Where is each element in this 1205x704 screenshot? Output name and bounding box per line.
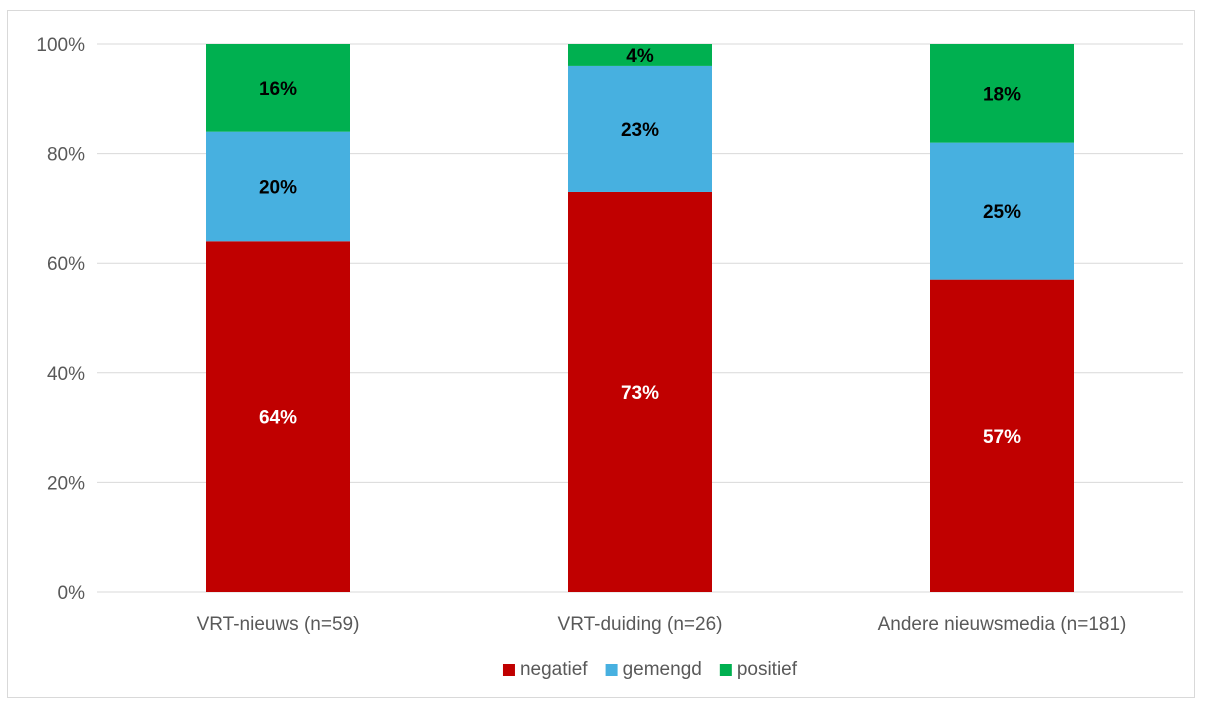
y-tick-label: 20%	[47, 473, 85, 494]
bars	[206, 44, 1074, 592]
legend-label: positief	[737, 659, 798, 680]
legend-swatch	[719, 664, 732, 676]
bar-segment-positief	[206, 44, 350, 132]
legend-item-gemengd: gemengd	[605, 659, 702, 680]
y-tick-label: 100%	[36, 35, 85, 56]
data-label-negatief: 57%	[983, 427, 1021, 448]
bar-segment-gemengd	[206, 131, 350, 242]
bar-segment-negatief	[568, 191, 712, 592]
bar-segment-gemengd	[568, 65, 712, 192]
bar-segment-negatief	[206, 241, 350, 592]
y-tick-label: 0%	[58, 583, 86, 604]
legend-label: negatief	[520, 659, 588, 680]
bar-segment-positief	[930, 44, 1074, 143]
y-tick-label: 80%	[47, 145, 85, 166]
legend: negatief gemengd positief	[502, 659, 798, 680]
data-labels: 64% 20% 16% 73% 23% 4% 57% 25% 18%	[259, 46, 1021, 448]
bar-segment-positief	[568, 44, 712, 66]
bar-segment-gemengd	[930, 142, 1074, 280]
legend-item-positief: positief	[719, 659, 798, 680]
x-axis-categories: VRT-nieuws (n=59) VRT-duiding (n=26) Ander…	[197, 614, 1127, 635]
data-label-gemengd: 23%	[621, 120, 659, 141]
data-label-gemengd: 25%	[983, 202, 1021, 223]
data-label-positief: 4%	[626, 46, 654, 67]
legend-swatch	[502, 664, 515, 676]
legend-item-negatief: negatief	[502, 659, 588, 680]
data-label-positief: 16%	[259, 79, 297, 100]
bar-segment-negatief	[930, 279, 1074, 592]
data-label-negatief: 73%	[621, 383, 659, 404]
x-category-label: Andere nieuwsmedia (n=181)	[878, 614, 1127, 635]
x-category-label: VRT-duiding (n=26)	[558, 614, 723, 635]
y-tick-label: 60%	[47, 254, 85, 275]
legend-swatch	[605, 664, 618, 676]
data-label-positief: 18%	[983, 84, 1021, 105]
legend-label: gemengd	[623, 659, 702, 680]
data-label-gemengd: 20%	[259, 177, 297, 198]
y-tick-label: 40%	[47, 364, 85, 385]
data-label-negatief: 64%	[259, 408, 297, 429]
x-category-label: VRT-nieuws (n=59)	[197, 614, 360, 635]
y-axis-ticks: 0% 20% 40% 60% 80% 100%	[36, 35, 85, 604]
